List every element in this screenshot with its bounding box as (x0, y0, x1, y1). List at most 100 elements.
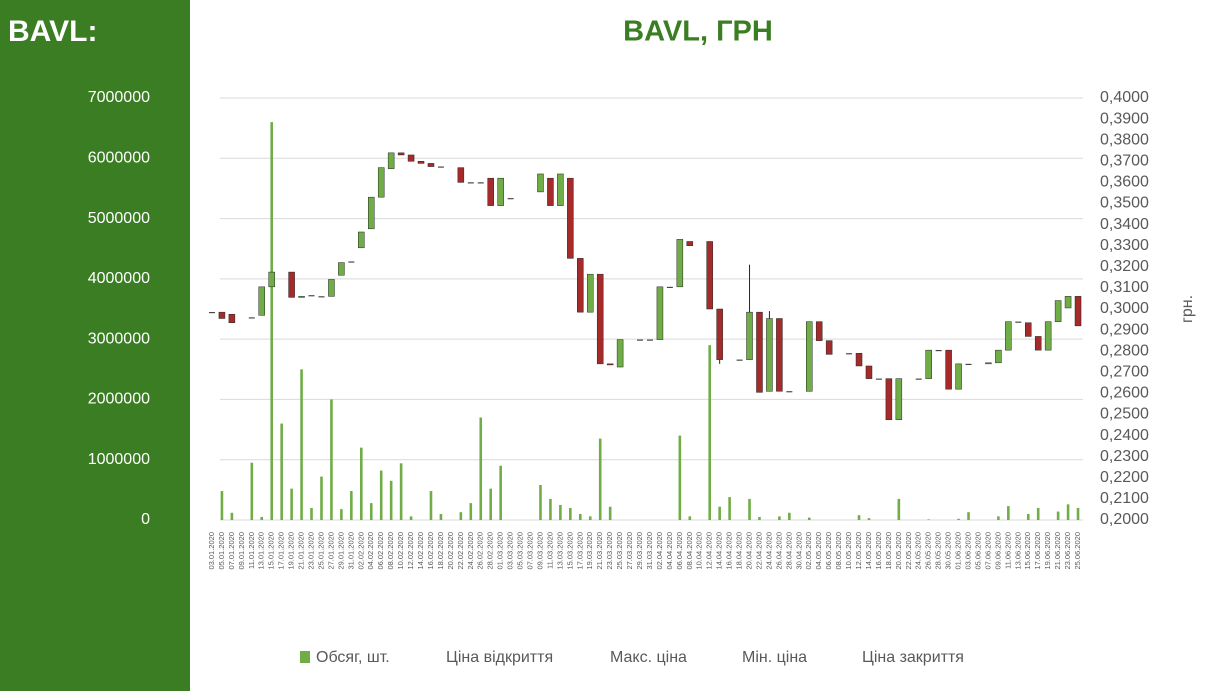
candle-body (935, 350, 942, 352)
x-tick-label: 28.02.2020 (486, 532, 495, 570)
candle-body (368, 196, 375, 230)
candle-body (616, 339, 624, 368)
volume-bar (927, 519, 931, 520)
volume-bar (1066, 504, 1070, 520)
volume-bar (499, 465, 502, 520)
candle-body (606, 363, 614, 366)
x-tick-label: 17.01.2020 (277, 532, 286, 570)
x-tick-label: 28.05.2020 (934, 532, 943, 570)
x-tick-label: 01.03.2020 (496, 532, 505, 570)
y2-tick-label: 0,2100 (1100, 490, 1149, 507)
x-tick-label: 13.03.2020 (555, 532, 564, 570)
volume-bar (997, 516, 1000, 520)
x-tick-label: 30.04.2020 (794, 532, 803, 570)
x-tick-label: 18.05.2020 (884, 532, 893, 570)
candle-body (358, 231, 365, 249)
x-tick-label: 11.06.2020 (1003, 532, 1012, 569)
volume-bar (220, 491, 224, 520)
volume-bar (539, 485, 542, 520)
volume-bar (598, 438, 602, 520)
candle-body (736, 359, 743, 361)
legend-label: Ціна закриття (862, 649, 964, 666)
candle-body (497, 177, 504, 206)
candle-body (437, 166, 444, 168)
y2-tick-label: 0,2400 (1100, 427, 1149, 444)
y2-tick-label: 0,3500 (1100, 195, 1149, 212)
candle-body (248, 317, 255, 319)
volume-bar (439, 513, 443, 520)
x-tick-label: 05.01.2020 (217, 532, 226, 570)
x-tick-label: 16.05.2020 (874, 532, 883, 570)
candle-body (646, 339, 653, 341)
y2-tick-label: 0,2300 (1100, 448, 1149, 465)
volume-bar (389, 480, 393, 520)
x-tick-label: 17.06.2020 (1033, 532, 1042, 570)
candle-body (587, 273, 594, 313)
x-tick-label: 02.04.2020 (655, 532, 664, 570)
candle-body (706, 241, 713, 310)
x-tick-label: 15.03.2020 (565, 532, 574, 570)
volume-bar (369, 503, 373, 520)
volume-bar (867, 518, 871, 520)
y2-tick-label: 0,2900 (1100, 321, 1149, 338)
y2-tick-label: 0,3300 (1100, 237, 1149, 254)
x-tick-label: 04.05.2020 (814, 532, 823, 570)
x-tick-label: 10.05.2020 (844, 532, 853, 570)
candle-body (348, 261, 355, 263)
x-tick-label: 14.05.2020 (864, 532, 873, 570)
candle-body (756, 311, 763, 393)
volume-bar (1076, 507, 1080, 520)
volume-bar (758, 516, 761, 520)
y2-tick-label: 0,3000 (1100, 300, 1149, 317)
candle-body (925, 349, 932, 379)
x-tick-label: 24.04.2020 (764, 532, 773, 570)
x-tick-label: 14.04.2020 (715, 532, 724, 570)
x-tick-label: 25.06.2020 (1073, 532, 1082, 570)
candle-body (1064, 296, 1072, 309)
x-tick-label: 12.05.2020 (854, 532, 863, 570)
x-tick-label: 18.04.2020 (735, 532, 744, 570)
x-tick-label: 15.06.2020 (1023, 532, 1032, 570)
candle-body (387, 152, 395, 169)
x-tick-label: 19.01.2020 (287, 532, 296, 570)
x-tick-label: 31.03.2020 (645, 532, 654, 570)
candle-body (786, 391, 793, 393)
x-tick-label: 09.01.2020 (237, 532, 246, 570)
x-tick-label: 13.01.2020 (257, 532, 266, 570)
x-tick-label: 23.06.2020 (1063, 532, 1072, 570)
x-tick-label: 03.06.2020 (964, 532, 973, 570)
volume-bar (250, 462, 254, 520)
candle-body (1005, 321, 1012, 351)
x-tick-label: 26.05.2020 (924, 532, 933, 570)
candle-body (855, 353, 863, 367)
volume-bar (300, 369, 303, 520)
x-tick-label: 28.04.2020 (784, 532, 793, 570)
y2-tick-label: 0,2600 (1100, 385, 1149, 402)
volume-bar (429, 491, 433, 520)
candle-body (806, 321, 813, 392)
x-tick-label: 11.03.2020 (545, 532, 554, 569)
x-tick-label: 25.01.2020 (316, 532, 325, 570)
candle-body (875, 378, 882, 380)
candle-body (995, 349, 1002, 364)
candle-body (885, 378, 893, 421)
candle-body (846, 353, 853, 355)
side-panel (0, 0, 190, 691)
volume-bar (957, 518, 960, 520)
x-tick-label: 10.04.2020 (695, 532, 704, 570)
x-tick-label: 27.03.2020 (625, 532, 634, 570)
x-tick-label: 06.04.2020 (675, 532, 684, 570)
candle-body (377, 167, 385, 198)
volume-bar (350, 491, 353, 520)
candle-body (666, 286, 673, 288)
x-tick-label: 17.03.2020 (575, 532, 584, 570)
volume-bar (708, 345, 712, 520)
candle-body (1015, 321, 1022, 323)
legend-label: Ціна відкриття (446, 649, 553, 666)
candle-body (338, 262, 345, 276)
x-tick-label: 19.06.2020 (1043, 532, 1052, 570)
x-tick-label: 02.02.2020 (356, 532, 365, 570)
x-tick-label: 10.02.2020 (396, 532, 405, 570)
candle-body (776, 318, 783, 392)
y2-tick-label: 0,2000 (1100, 511, 1149, 528)
